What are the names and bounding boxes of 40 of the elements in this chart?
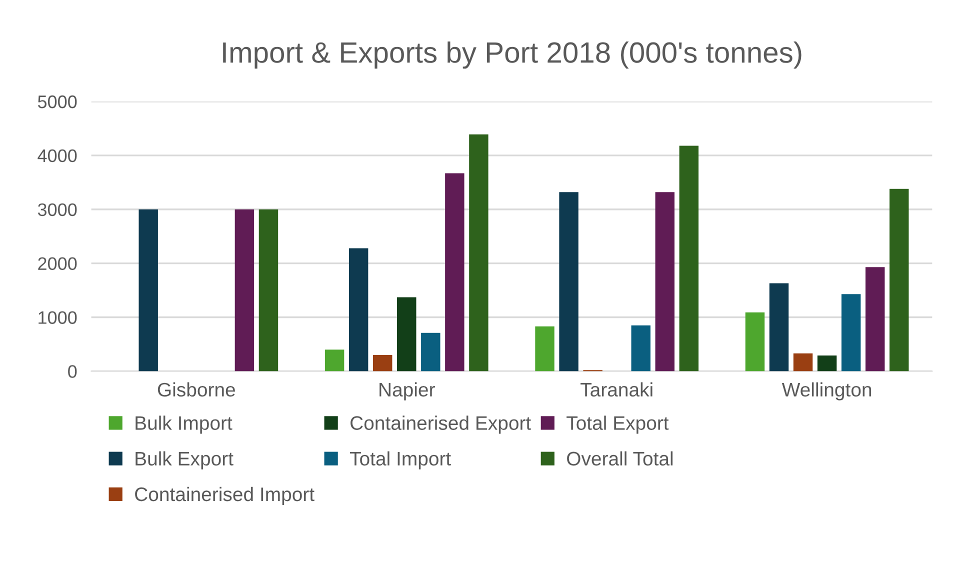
bar <box>324 350 344 372</box>
x-tick-label: Napier <box>380 382 435 400</box>
bar <box>793 353 813 372</box>
x-tick-label: Wellington <box>782 382 872 400</box>
bar <box>655 192 674 372</box>
bar <box>469 134 488 372</box>
bar <box>234 209 254 372</box>
bar <box>535 326 554 372</box>
y-tick-label: 1000 <box>38 311 77 324</box>
bar <box>679 146 699 372</box>
bar <box>817 356 837 372</box>
bar <box>559 192 578 372</box>
x-tick-label: Gisborne <box>158 382 235 397</box>
y-tick-label: 3000 <box>38 203 77 216</box>
legend-label: Overall Total <box>567 451 673 466</box>
bar <box>745 312 765 372</box>
bar <box>866 267 885 372</box>
legend-label: Bulk Export <box>136 451 234 470</box>
bar <box>138 209 158 372</box>
bar <box>348 248 368 372</box>
y-tick-label: 4000 <box>38 149 77 162</box>
bar <box>372 355 392 372</box>
legend-label: Containerised Export <box>350 416 531 434</box>
bar <box>841 294 861 372</box>
bar <box>421 332 440 372</box>
x-tick-label: Taranaki <box>580 382 652 397</box>
legend-label: Total Export <box>566 416 669 434</box>
y-tick-label: 5000 <box>38 95 77 108</box>
bar <box>769 283 789 372</box>
bar <box>397 297 416 372</box>
y-tick-label: 0 <box>68 365 77 378</box>
legend-label: Bulk Import <box>136 416 232 434</box>
legend-label: Total Import <box>350 451 451 470</box>
bar <box>631 325 650 372</box>
bar <box>258 209 278 372</box>
legend-label: Containerised Import <box>135 486 314 506</box>
bar <box>445 173 464 372</box>
bar <box>890 188 909 372</box>
y-tick-label: 2000 <box>38 257 77 270</box>
chart-title: Import & Exports by Port 2018 (000's tonnes) <box>223 41 802 69</box>
